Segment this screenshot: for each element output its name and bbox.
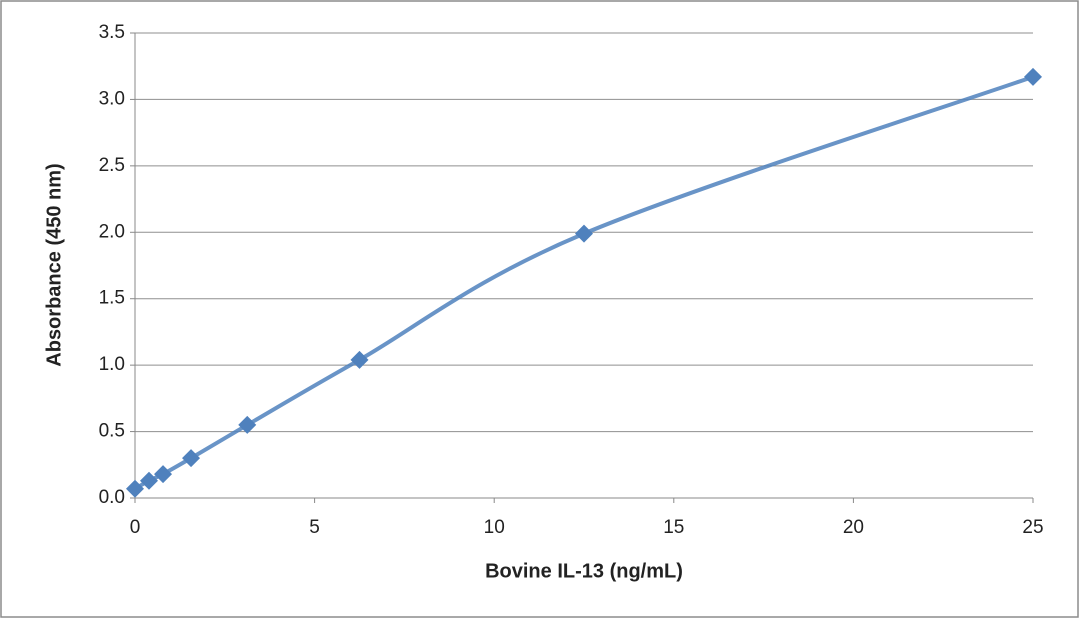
x-tick-label: 0 (130, 517, 141, 538)
x-tick-label: 10 (484, 517, 505, 538)
y-tick-label: 3.0 (99, 88, 125, 109)
y-tick-label: 0.0 (99, 487, 125, 508)
y-tick-label: 0.5 (99, 421, 125, 442)
data-point (182, 449, 201, 468)
y-tick-label: 2.0 (99, 221, 125, 242)
y-tick-label: 1.0 (99, 354, 125, 375)
x-tick-label: 25 (1022, 517, 1043, 538)
x-tick-label: 5 (309, 517, 320, 538)
data-point (350, 350, 369, 369)
x-tick-label: 20 (843, 517, 864, 538)
y-tick-label: 2.5 (99, 155, 125, 176)
data-point (1024, 67, 1042, 86)
data-point (140, 471, 159, 490)
y-axis-title: Absorbance (450 nm) (43, 163, 65, 366)
data-point (238, 415, 257, 434)
y-tick-label: 1.5 (99, 288, 125, 309)
x-axis-title: Bovine IL-13 (ng/mL) (485, 560, 683, 582)
data-point (575, 224, 593, 243)
x-tick-label: 15 (663, 517, 684, 538)
data-point (126, 479, 144, 498)
y-tick-label: 3.5 (99, 22, 125, 43)
data-point (154, 465, 173, 484)
